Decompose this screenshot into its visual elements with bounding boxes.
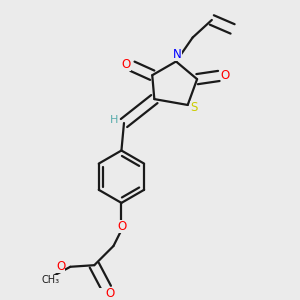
Text: S: S (190, 101, 197, 114)
Text: O: O (122, 58, 131, 71)
Text: N: N (173, 48, 182, 61)
Text: O: O (56, 260, 65, 273)
Text: O: O (105, 287, 114, 300)
Text: H: H (110, 115, 118, 125)
Text: CH₃: CH₃ (41, 274, 60, 285)
Text: O: O (117, 220, 127, 233)
Text: O: O (220, 69, 230, 82)
